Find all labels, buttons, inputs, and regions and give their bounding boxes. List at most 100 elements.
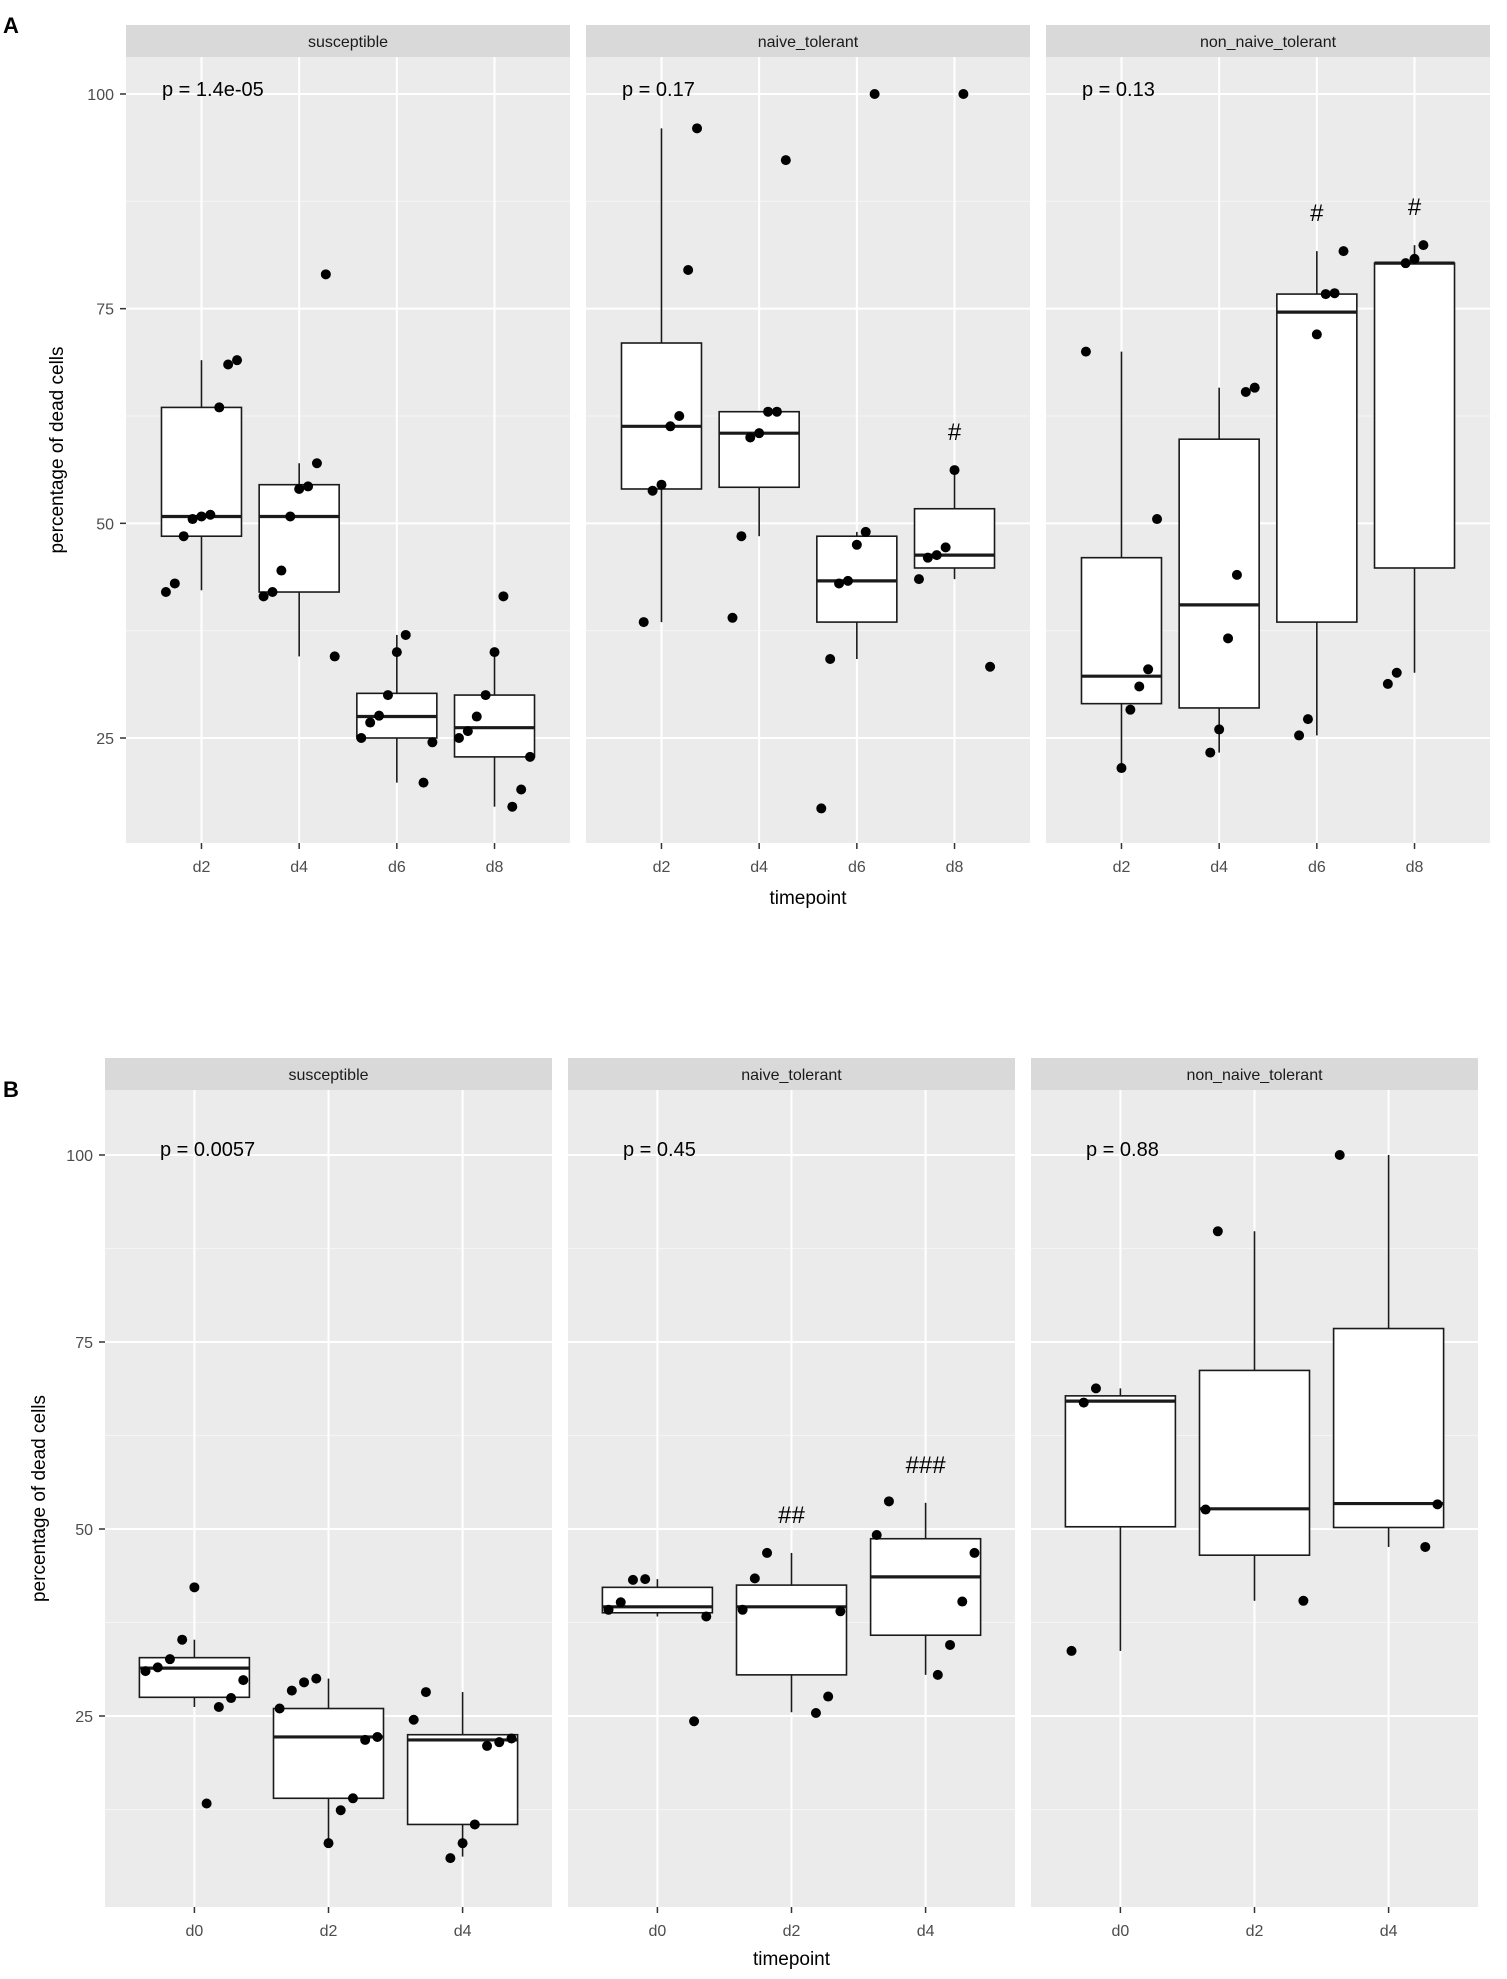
fig-b-x-axis-title: timepoint [753,1949,831,1970]
fig-b-facet-naive-tolerant-p-value: p = 0.45 [623,1139,696,1161]
fig-a-facet-naive-tolerant-d6-data-point [825,654,836,665]
fig-b-facet-susceptible-d0-data-point [164,1654,175,1665]
fig-a-facet-susceptible-d2-data-point [205,509,216,520]
fig-a-facet-susceptible-d8-data-point [471,711,482,722]
fig-a-facet-non-naive-tolerant-d8-data-point [1400,258,1411,269]
fig-a-facet-susceptible-d6-data-point [391,647,402,658]
fig-b-facet-naive-tolerant-d2-data-point [835,1606,846,1617]
fig-a-facet-naive-tolerant-d4-data-point [763,406,774,417]
fig-b-facet-susceptible-d2-data-point [335,1805,346,1816]
fig-b-facet-naive-tolerant-d4-data-point [945,1639,956,1650]
fig-b-facet-naive-tolerant-d0-x-tick-label: d0 [649,1923,667,1940]
fig-b-facet-naive-tolerant-d0-data-point [640,1574,651,1585]
fig-a-y-tick-label: 25 [96,731,114,748]
fig-b-facet-naive-tolerant-d2-data-point [737,1604,748,1615]
fig-b-facet-susceptible-d2-data-point [347,1793,358,1804]
fig-a-facet-non-naive-tolerant-d8-data-point [1409,253,1420,264]
fig-b-facet-non-naive-tolerant-d2-data-point [1298,1595,1309,1606]
fig-a-facet-naive-tolerant-d6-data-point [860,526,871,537]
fig-b-facet-susceptible-d0-data-point [152,1662,163,1673]
fig-b-facet-susceptible-d2-data-point [286,1685,297,1696]
fig-a-facet-non-naive-tolerant-d8-data-point [1418,240,1429,251]
fig-a-facet-non-naive-tolerant-d8-significance-annotation: # [1408,194,1422,221]
fig-b-facet-naive-tolerant-d2-data-point [749,1573,760,1584]
fig-b-facet-susceptible-d0-data-point [213,1702,224,1713]
fig-b-facet-susceptible-d4-data-point [445,1853,456,1864]
fig-a-facet-naive-tolerant-d8-data-point [931,550,942,561]
fig-b-facet-naive-tolerant-d0-data-point [701,1611,712,1622]
fig-b-facet-naive-tolerant-strip [568,1058,1015,1090]
fig-b-panel-letter: B [3,1077,19,1102]
fig-a-facet-naive-tolerant-d6-box [816,535,898,623]
fig-b-facet-susceptible-d4-data-point [469,1819,480,1830]
fig-a-facet-susceptible-d6-data-point [427,737,438,748]
fig-b-facet-susceptible-d4-x-tick-label: d4 [454,1923,472,1940]
fig-b-facet-naive-tolerant-d4-data-point [957,1596,968,1607]
fig-b-facet-non-naive-tolerant-d0-data-point [1066,1645,1077,1656]
fig-a-facet-non-naive-tolerant-d4-data-point [1231,569,1242,580]
fig-a-facet-susceptible-d4-data-point [267,587,278,598]
fig-a-facet-susceptible-strip-label: susceptible [308,34,388,51]
fig-b-facet-non-naive-tolerant-d4-data-point [1334,1150,1345,1160]
fig-a-facet-naive-tolerant-d6-data-point [869,89,880,99]
fig-a-facet-susceptible-d2-data-point [214,402,225,413]
fig-a-facet-naive-tolerant-d4-data-point [727,612,738,623]
fig-a-facet-non-naive-tolerant-d4-data-point [1249,382,1260,393]
fig-a-facet-susceptible-strip [126,25,570,57]
fig-a-facet-susceptible-d6-x-tick-label: d6 [388,859,406,876]
fig-a-facet-naive-tolerant-d2-x-tick-label: d2 [653,859,671,876]
fig-b-facet-susceptible-p-value: p = 0.0057 [160,1139,255,1161]
fig-a-facet-naive-tolerant-d2-data-point [665,421,676,432]
fig-a-facet-naive-tolerant-d2-data-point [647,485,658,496]
fig-a-facet-non-naive-tolerant-d4-box [1178,438,1260,709]
fig-a-facet-non-naive-tolerant-d6-data-point [1320,289,1331,300]
fig-b-facet-susceptible-d4-data-point [482,1740,493,1751]
fig-b-facet-naive-tolerant-d4-data-point [871,1529,882,1540]
fig-b-facet-naive-tolerant-d0-data-point [689,1716,700,1727]
fig-a-facet-non-naive-tolerant-d4-data-point [1240,386,1251,397]
fig-a-facet-naive-tolerant-d4-box [718,410,800,489]
fig-a-facet-naive-tolerant-d4-data-point [736,531,747,542]
fig-b-facet-susceptible-d2-data-point [311,1673,322,1684]
fig-a-y-tick-label: 75 [96,302,114,319]
fig-a-facet-susceptible-d4-data-point [294,483,305,494]
fig-a-facet-susceptible-d2-data-point [196,511,207,522]
fig-b-facet-susceptible-d0-data-point [226,1693,237,1704]
fig-b-facet-susceptible-d0-data-point [189,1582,200,1593]
fig-b-facet-susceptible-d4-data-point [457,1838,468,1849]
fig-a-facet-susceptible-d6-data-point [400,629,411,640]
fig-b-facet-naive-tolerant-d4-data-point [883,1496,894,1507]
fig-a-facet-naive-tolerant-d8-data-point [958,89,969,99]
fig-a-facet-naive-tolerant-d4-data-point [771,406,782,417]
fig-a-facet-non-naive-tolerant-d8-data-point [1382,678,1393,689]
fig-b-facet-non-naive-tolerant-d4-data-point [1432,1499,1443,1510]
fig-a-facet-naive-tolerant-d4-data-point [754,428,765,439]
fig-a-facet-susceptible-d2-data-point [178,531,189,542]
fig-a-facet-naive-tolerant-p-value: p = 0.17 [622,79,695,101]
fig-b-facet-naive-tolerant-d4-data-point [932,1669,943,1680]
fig-a-facet-naive-tolerant-d6-data-point [842,575,853,586]
fig-a-facet-non-naive-tolerant-strip [1046,25,1490,57]
fig-a-facet-susceptible-d8-data-point [516,784,527,795]
fig-a-facet-susceptible-d2-data-point [223,359,234,370]
fig-b-y-tick-label: 75 [75,1335,93,1352]
fig-a-facet-naive-tolerant-d4-x-tick-label: d4 [750,859,768,876]
fig-b-facet-naive-tolerant-d2-data-point [823,1691,834,1702]
fig-b-y-tick-label: 50 [75,1522,93,1539]
fig-a-facet-susceptible-d6-data-point [374,710,385,721]
fig-a-facet-non-naive-tolerant-d8-box [1373,262,1456,569]
fig-a-facet-non-naive-tolerant-d6-data-point [1302,714,1313,725]
fig-a-facet-non-naive-tolerant-d2-data-point [1116,763,1127,774]
fig-b-facet-susceptible-d0-data-point [201,1798,212,1809]
fig-a-facet-non-naive-tolerant-d6-data-point [1338,246,1349,257]
fig-a-facet-non-naive-tolerant-d8-x-tick-label: d8 [1406,859,1424,876]
fig-a-facet-non-naive-tolerant-d2-data-point [1152,514,1163,525]
fig-a-facet-susceptible-d4-data-point [320,269,331,280]
fig-a-facet-non-naive-tolerant-d4-data-point [1214,724,1225,735]
fig-a-facet-susceptible-d2-data-point [160,587,171,598]
fig-a-facet-susceptible-d4-data-point [329,651,340,662]
fig-a-facet-naive-tolerant-d4-data-point [745,432,756,443]
fig-a-facet-susceptible-d8-data-point [489,647,500,658]
